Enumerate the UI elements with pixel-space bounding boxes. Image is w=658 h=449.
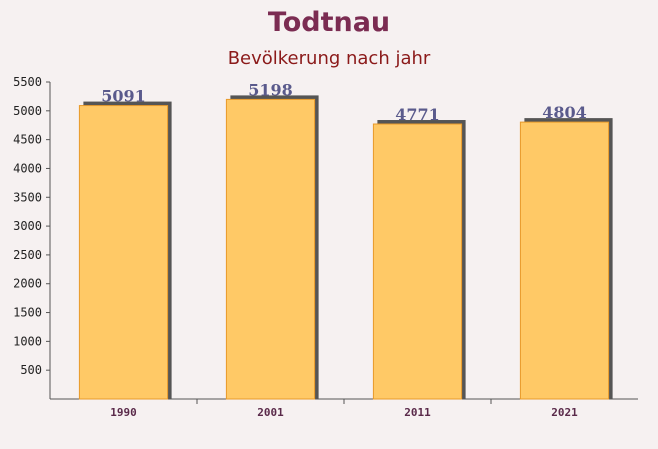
chart-subtitle: Bevölkerung nach jahr xyxy=(228,48,431,69)
chart-title: Todtnau xyxy=(268,7,390,38)
y-tick-label: 3000 xyxy=(13,219,42,233)
y-tick-label: 2500 xyxy=(13,248,42,262)
value-label: 4804 xyxy=(542,103,587,122)
y-tick-label: 4500 xyxy=(13,133,42,147)
y-tick-label: 500 xyxy=(20,363,42,377)
y-tick-label: 5500 xyxy=(13,75,42,89)
y-tick-label: 1500 xyxy=(13,306,42,320)
value-label: 5198 xyxy=(248,80,293,99)
y-tick-label: 5000 xyxy=(13,104,42,118)
y-tick-label: 1000 xyxy=(13,334,42,348)
y-tick-label: 4000 xyxy=(13,161,42,175)
x-tick-label: 2001 xyxy=(257,406,284,419)
y-tick-label: 2000 xyxy=(13,277,42,291)
bar xyxy=(519,121,610,400)
bar xyxy=(372,123,463,400)
x-tick-label: 1990 xyxy=(110,406,137,419)
y-tick-label: 3500 xyxy=(13,190,42,204)
x-tick-label: 2021 xyxy=(551,406,578,419)
bar xyxy=(225,98,316,400)
value-label: 4771 xyxy=(395,105,440,124)
bar xyxy=(78,105,169,400)
x-tick-label: 2011 xyxy=(404,406,431,419)
value-label: 5091 xyxy=(101,87,146,106)
